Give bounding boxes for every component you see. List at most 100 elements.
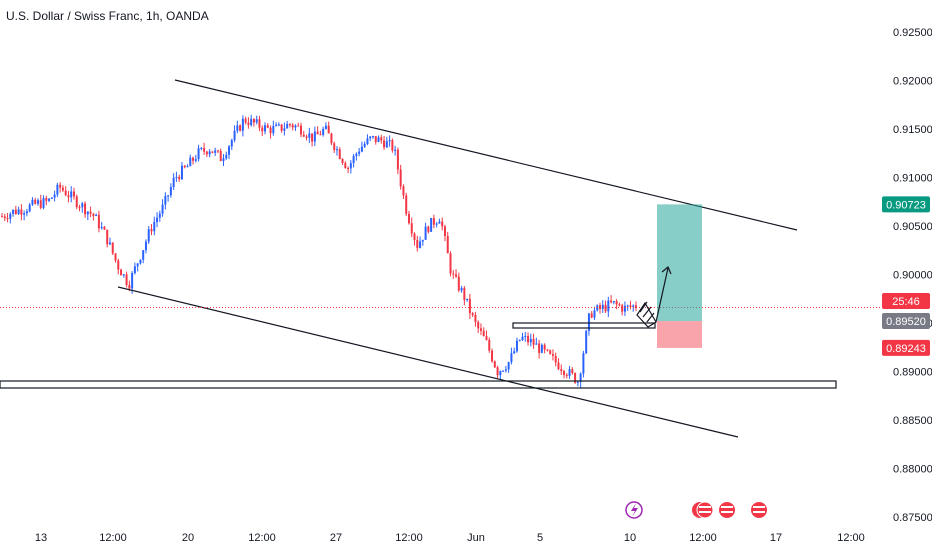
candle-body (216, 150, 219, 152)
candle-body (474, 315, 477, 322)
candle-body (264, 125, 267, 132)
candle-body (632, 305, 635, 307)
candle-body (78, 207, 81, 209)
candle-body (551, 353, 554, 356)
candle-body (233, 130, 236, 141)
long-position-loss-zone[interactable] (657, 321, 702, 348)
candle-body (430, 217, 433, 232)
candle-body (385, 141, 388, 148)
candle-body (42, 198, 45, 208)
price-axis[interactable]: 0.92500 0.92000 0.91500 0.91000 0.90500 0.900… (893, 27, 932, 524)
candle-body (344, 163, 347, 169)
candle-body (6, 218, 9, 220)
candle-body (192, 157, 195, 161)
candle-body (399, 169, 402, 187)
candle-body (460, 287, 463, 291)
candle-body (441, 221, 444, 227)
candle-body (89, 211, 92, 214)
candle-body (178, 176, 181, 180)
channel-lower-line[interactable] (117, 286, 739, 438)
candle-body (302, 134, 305, 137)
candle-body (208, 151, 211, 155)
candle-body (322, 128, 325, 135)
candle-body (576, 381, 579, 383)
candle-body (169, 187, 172, 196)
candle-body (629, 305, 632, 307)
candle-body (532, 338, 535, 345)
candle-body (524, 336, 527, 338)
candle-body (527, 336, 530, 343)
channel-upper-line[interactable] (174, 79, 798, 231)
candle-body (136, 263, 139, 267)
candles-layer (1, 114, 637, 388)
candle-body (250, 118, 253, 126)
long-position-profit-zone[interactable] (657, 204, 702, 322)
candle-body (12, 209, 15, 214)
candle-body (521, 336, 524, 340)
candle-body (593, 310, 596, 318)
candle-body (275, 124, 278, 127)
y-tick-label: 0.92500 (893, 27, 932, 39)
candle-body (432, 217, 435, 225)
candle-body (70, 191, 73, 198)
candle-body (280, 124, 283, 131)
y-tick-label: 0.92000 (893, 76, 932, 88)
time-axis[interactable]: 13 12:00 20 12:00 27 12:00 Jun 5 10 12:00 17 12:00 (35, 532, 865, 544)
candle-body (349, 163, 352, 169)
candle-body (543, 344, 546, 350)
candle-body (3, 216, 6, 219)
candle-body (488, 339, 491, 351)
entry-zone-rect[interactable] (512, 322, 656, 329)
candle-body (493, 361, 496, 368)
candle-body (150, 229, 153, 232)
candle-body (607, 300, 610, 312)
candle-body (230, 140, 233, 147)
candle-body (1, 216, 3, 218)
y-tick-label: 0.88000 (893, 464, 932, 476)
candle-body (529, 338, 532, 343)
candle-body (635, 305, 637, 308)
candle-body (122, 274, 125, 276)
y-tick-label: 0.90000 (893, 270, 932, 282)
us-flag-event-icon[interactable] (692, 501, 714, 519)
candle-body (565, 374, 568, 376)
candle-body (189, 157, 192, 167)
candle-body (61, 187, 64, 191)
candle-body (277, 124, 280, 126)
candle-body (324, 125, 327, 129)
candle-body (225, 154, 228, 159)
candle-body (305, 136, 308, 138)
candle-body (549, 350, 552, 354)
candle-body (535, 343, 538, 345)
candle-body (510, 353, 513, 363)
candle-body (463, 287, 466, 300)
candle-body (147, 229, 150, 242)
candle-body (28, 204, 31, 212)
us-flag-event-icon-2[interactable] (719, 502, 735, 518)
candle-body (228, 146, 231, 155)
candle-body (446, 235, 449, 254)
candle-body (92, 213, 95, 216)
candle-body (133, 266, 136, 274)
candle-body (300, 125, 303, 135)
x-tick-label: Jun (467, 532, 485, 544)
candle-body (333, 143, 336, 151)
candle-body (416, 240, 419, 248)
candle-body (180, 165, 183, 180)
candle-body (283, 128, 286, 131)
candle-body (269, 127, 272, 134)
y-tick-label: 0.91500 (893, 124, 932, 136)
candle-body (383, 140, 386, 148)
lightning-event-icon[interactable] (625, 501, 643, 519)
chart-title: U.S. Dollar / Swiss Franc, 1h, OANDA (6, 9, 209, 23)
support-zone-rect[interactable] (0, 380, 837, 389)
candle-body (211, 151, 214, 153)
candle-body (369, 136, 372, 139)
candle-body (335, 149, 338, 151)
us-flag-event-icon-3[interactable] (751, 502, 767, 518)
candle-body (272, 126, 275, 134)
candle-body (86, 211, 89, 215)
projection-arrow[interactable] (636, 266, 672, 328)
candle-body (53, 194, 56, 198)
